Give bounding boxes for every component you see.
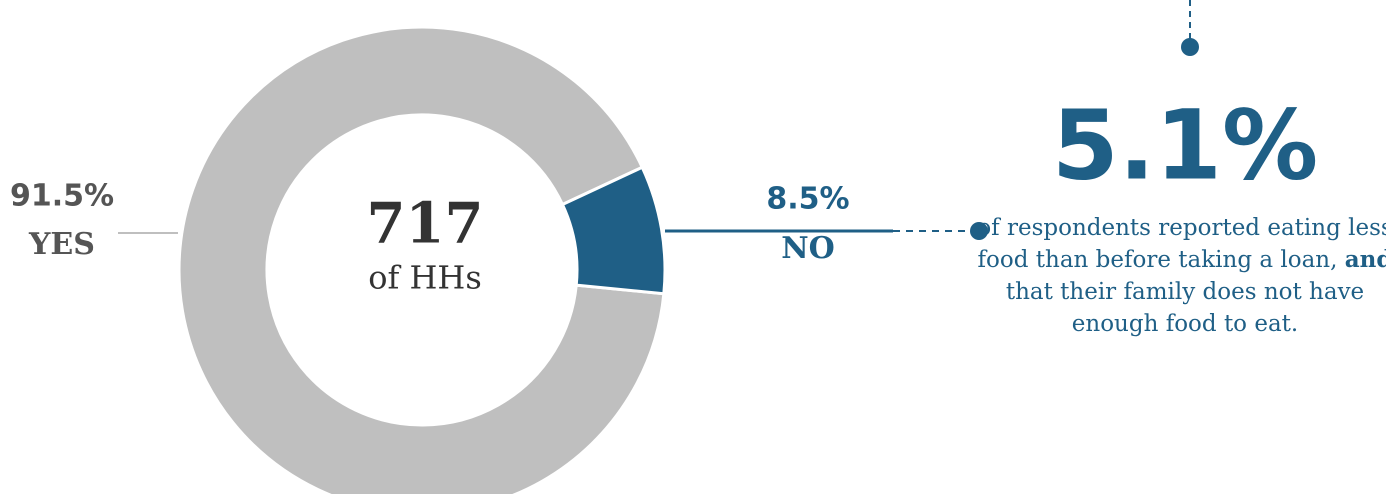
category-label: YES xyxy=(28,227,95,262)
connector-dot xyxy=(1181,38,1199,56)
center-label: of HHs xyxy=(368,259,482,297)
annotation-part: and xyxy=(1344,246,1386,273)
category-label: NO xyxy=(781,231,835,266)
value-label: 91.5% xyxy=(10,179,114,214)
donut-segment xyxy=(560,165,667,296)
annotation-headline: 5.1% xyxy=(1052,89,1318,201)
connector-dot xyxy=(970,222,988,240)
value-label: 8.5% xyxy=(766,182,849,217)
center-value: 717 xyxy=(367,191,484,257)
donut-segment xyxy=(177,25,666,494)
annotation-part: of respondents reported eating less food… xyxy=(977,215,1386,273)
annotation-text: of respondents reported eating less food… xyxy=(975,212,1386,340)
annotation-part: that their family does not have enough f… xyxy=(1005,279,1365,337)
